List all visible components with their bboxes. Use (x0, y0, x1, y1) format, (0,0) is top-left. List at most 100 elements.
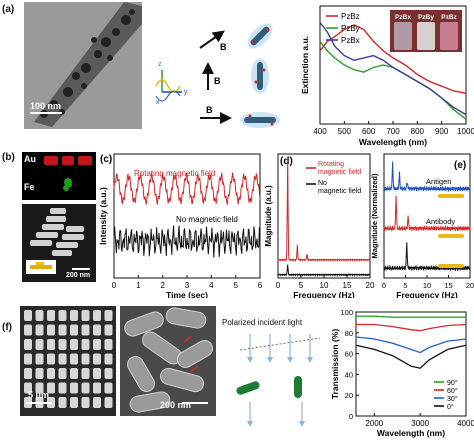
x-tick-label: 15 (444, 281, 452, 290)
x-tick-label: 5 (233, 281, 238, 290)
transmission-chart: 90°60°30°0° 0 20 40 60 80 100 2000 3000 4000 Wavel… (330, 308, 474, 438)
series-line-PzBz (319, 24, 467, 94)
field-label-2: B (214, 76, 221, 86)
x-tick-label: 20 (366, 281, 375, 290)
legend-label-30°: 30° (447, 395, 458, 403)
panel-label-c: (c) (100, 154, 112, 165)
series-line-30° (355, 336, 467, 354)
series-line-0 (277, 157, 371, 262)
vial-0 (394, 22, 412, 50)
array-pillar (104, 324, 113, 336)
x-tick-label: 10 (423, 281, 431, 290)
sem-rods-illustration (26, 208, 84, 274)
array-pillar (81, 397, 90, 408)
rods-scale-bar (182, 402, 208, 404)
x-axis-label: Frequency (Hz) (396, 290, 458, 298)
series-line-0° (355, 344, 467, 369)
array-pillar (104, 382, 113, 394)
array-pillar (35, 353, 44, 365)
y-axis-label: Magnitude (a.u.) (264, 185, 273, 247)
series-line-Bare (383, 242, 471, 272)
y-tick-label: 100 (340, 308, 353, 317)
array-pillar (58, 353, 67, 365)
polarized-title: Polarized incident light (222, 318, 303, 327)
eds-map-illustration (44, 156, 92, 191)
array-pillar (58, 368, 67, 379)
y-axis-label: Intensity (a.u.) (98, 187, 108, 245)
series-line-90° (356, 315, 466, 318)
array-scale-bar (26, 402, 52, 404)
sem-scale-bar (72, 268, 90, 270)
y-tick-label: 80 (345, 329, 353, 338)
array-pillar (24, 382, 32, 394)
y-axis-label: Extinction a.u. (300, 36, 310, 94)
eds-au-label: Au (24, 154, 36, 164)
array-scale-label: 5 μm (28, 390, 50, 400)
legend-label-PzBy: PzBy (341, 24, 360, 33)
sem-array-image: 5 μm (20, 306, 116, 416)
x-axis-label: Time (sec) (166, 290, 208, 298)
array-pillar (58, 397, 67, 408)
axis-x-label: x (156, 99, 160, 106)
vial-2 (440, 22, 458, 50)
array-pillar (81, 324, 90, 336)
array-pillar (81, 310, 90, 321)
x-tick-label: 20 (466, 281, 474, 290)
array-pillar (93, 353, 101, 365)
panel-label-b: (b) (2, 152, 15, 163)
array-pillar (93, 324, 101, 336)
array-pillar (35, 339, 44, 350)
legend-label-PzBx: PzBx (341, 36, 360, 45)
array-pillar (47, 310, 55, 321)
y-tick-label: 60 (345, 350, 353, 359)
x-tick-label: 10 (320, 281, 329, 290)
x-tick-label: 4000 (457, 419, 474, 428)
array-pillar (104, 353, 113, 365)
legend-label-rotating-2: magnetic field (318, 169, 361, 176)
y-tick-label: 0 (349, 412, 353, 421)
series-line-rotating (113, 172, 261, 206)
array-pillar (104, 339, 113, 350)
field-label-1: B (220, 42, 227, 52)
array-pillar (70, 368, 78, 379)
series-line-1 (277, 264, 371, 277)
rod-horizontal (240, 112, 280, 128)
x-axis-label: Wavelength (nm) (359, 137, 427, 147)
array-pillar (35, 324, 44, 336)
y-axis-label: Magnitude (Normalized) (370, 173, 379, 259)
annotation-antigen: Antigen (426, 177, 451, 186)
x-axis-label: Frequency (Hz) (293, 290, 355, 298)
y-tick-label: 40 (345, 370, 353, 379)
x-axis-label: Wavelength (nm) (377, 428, 445, 438)
array-pillar (24, 339, 32, 350)
tem-scale-label: 100 nm (30, 101, 62, 111)
vial-1 (417, 22, 435, 50)
eds-fe-label: Fe (24, 182, 35, 192)
array-pillar (47, 339, 55, 350)
array-pillar (93, 339, 101, 350)
x-tick-label: 500 (338, 127, 352, 136)
plot-frame (355, 311, 467, 417)
array-pillar (24, 353, 32, 365)
intensity-chart: (c) Rotating magnetic field No magnetic fi… (98, 153, 263, 298)
x-tick-label: 6 (258, 281, 263, 290)
eds-map: Au Fe (22, 152, 96, 200)
array-pillar (70, 310, 78, 321)
array-pillar (93, 397, 101, 408)
x-tick-label: 2 (160, 281, 165, 290)
array-pillar (47, 382, 55, 394)
rod-glyph-0 (438, 194, 464, 198)
sem-scale-label: 200 nm (66, 272, 91, 279)
vial-label-PzBx: PzBx (395, 14, 411, 21)
array-pillar (24, 324, 32, 336)
array-pillar (58, 382, 67, 394)
panel-label-f: (f) (2, 322, 12, 333)
panel-label-a: (a) (2, 4, 15, 15)
sem-image: 200 nm (22, 204, 96, 282)
array-pillar (70, 382, 78, 394)
array-pillar (93, 310, 101, 321)
x-tick-label: 3 (185, 281, 190, 290)
sem-rods-closeup (124, 307, 214, 413)
x-tick-label: 5 (403, 281, 407, 290)
